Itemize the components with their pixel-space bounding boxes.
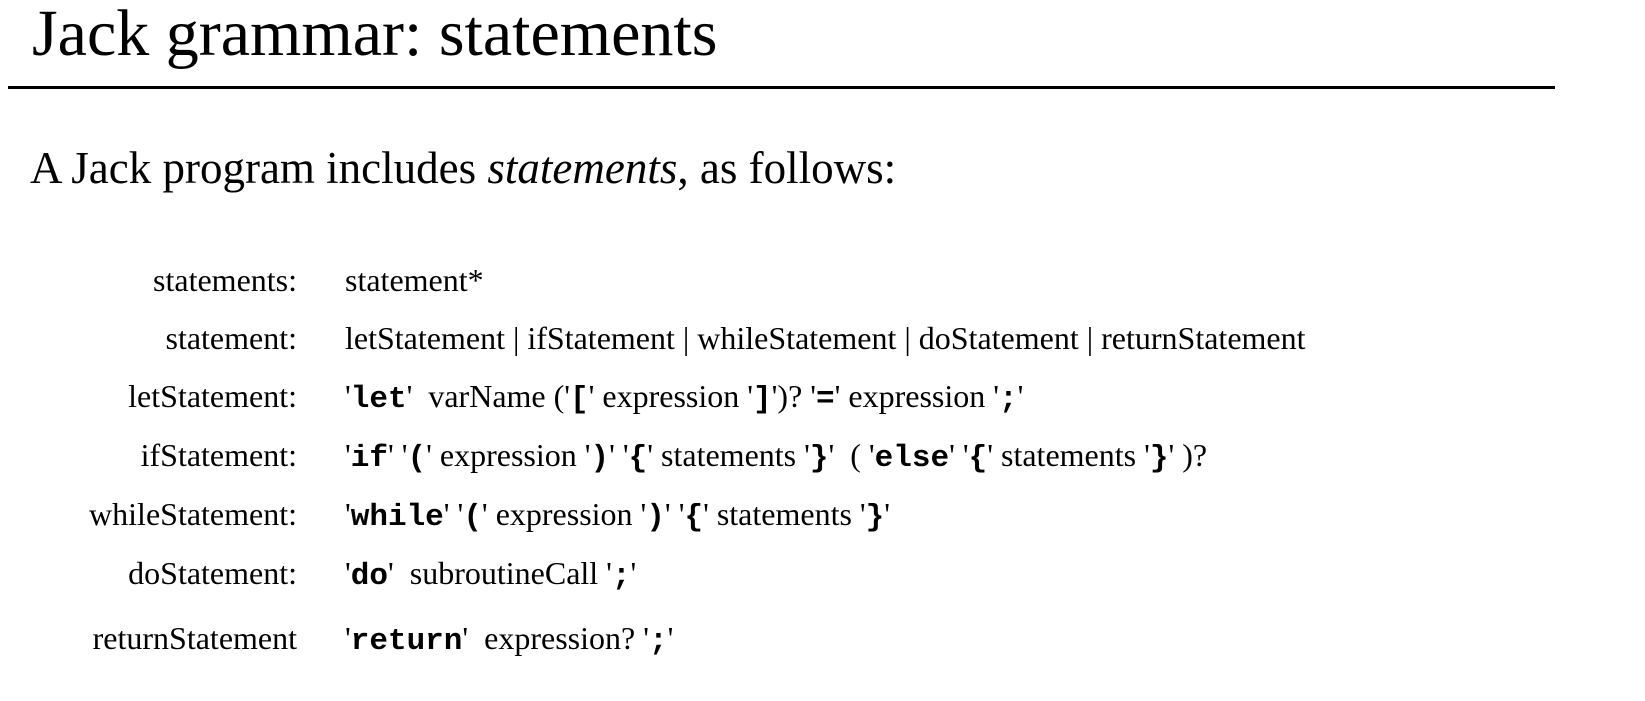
- rule-name: ifStatement:: [140, 437, 297, 473]
- rule-definition: statement*: [345, 262, 484, 299]
- emphasis: statements: [487, 143, 678, 193]
- text: ' ': [949, 437, 969, 473]
- text: ')? ': [771, 378, 817, 414]
- text: ' varName (': [406, 378, 571, 414]
- text: ': [345, 378, 351, 414]
- keyword: ;: [999, 382, 1018, 417]
- keyword: while: [350, 500, 444, 535]
- keyword: ]: [753, 382, 772, 417]
- text: ' subroutineCall ': [387, 555, 612, 591]
- keyword: return: [350, 624, 463, 659]
- text: ' expression ': [588, 378, 754, 414]
- keyword: =: [816, 382, 835, 417]
- text: ' expression ': [481, 496, 647, 532]
- rule-definition: 'return' expression? ';': [345, 620, 673, 659]
- text: ' ': [443, 496, 464, 532]
- text: ' ': [387, 437, 408, 473]
- keyword: if: [350, 441, 388, 476]
- text: ': [345, 620, 351, 656]
- keyword: ): [590, 441, 610, 476]
- keyword: (: [463, 500, 482, 535]
- text: ': [345, 437, 351, 473]
- text: ' ': [664, 496, 685, 532]
- text: letStatement | ifStatement | whileStatem…: [345, 320, 1306, 356]
- title: Jack grammar: statements: [32, 0, 718, 70]
- rule-name: letStatement:: [128, 378, 297, 414]
- rule-definition: 'let' varName ('[' expression ']')? '=' …: [345, 378, 1023, 417]
- keyword: ;: [611, 559, 631, 594]
- rule-definition: 'while' '(' expression ')' '{' statement…: [345, 496, 890, 535]
- rule-name: whileStatement:: [89, 496, 297, 532]
- rule-name: doStatement:: [128, 555, 297, 591]
- keyword: do: [350, 559, 388, 594]
- rule-name: statements:: [153, 262, 297, 298]
- keyword: ;: [648, 624, 668, 659]
- keyword: else: [874, 441, 950, 476]
- rule-name: statement:: [165, 320, 297, 356]
- text: ' statements ': [647, 437, 810, 473]
- rule-definition: 'if' '(' expression ')' '{' statements '…: [345, 437, 1207, 476]
- text: ': [667, 620, 674, 656]
- rule-definition: letStatement | ifStatement | whileStatem…: [345, 320, 1306, 357]
- text: ': [345, 496, 351, 532]
- text: , as follows:: [677, 143, 897, 193]
- text: ' expression ': [834, 378, 1000, 414]
- keyword: let: [350, 382, 407, 417]
- subtitle: A Jack program includes statements, as f…: [30, 142, 896, 194]
- text: ' )?: [1168, 437, 1208, 473]
- text: ': [1017, 378, 1024, 414]
- text: ' ( ': [828, 437, 875, 473]
- title-rule: [8, 86, 1555, 89]
- text: ': [884, 496, 891, 532]
- keyword: }: [865, 500, 885, 535]
- keyword: {: [968, 441, 988, 476]
- text: ': [630, 555, 637, 591]
- text: ' expression? ': [462, 620, 649, 656]
- keyword: {: [684, 500, 704, 535]
- text: ' statements ': [987, 437, 1150, 473]
- keyword: ): [646, 500, 665, 535]
- text: ' ': [609, 437, 629, 473]
- text: ': [345, 555, 351, 591]
- rule-name: returnStatement: [92, 620, 297, 656]
- text: statement*: [345, 262, 484, 298]
- keyword: [: [570, 382, 589, 417]
- keyword: }: [1149, 441, 1169, 476]
- rule-definition: 'do' subroutineCall ';': [345, 555, 636, 594]
- keyword: (: [407, 441, 427, 476]
- text: ' statements ': [703, 496, 866, 532]
- text: A Jack program includes: [30, 143, 488, 193]
- text: ' expression ': [426, 437, 591, 473]
- keyword: }: [809, 441, 829, 476]
- keyword: {: [628, 441, 648, 476]
